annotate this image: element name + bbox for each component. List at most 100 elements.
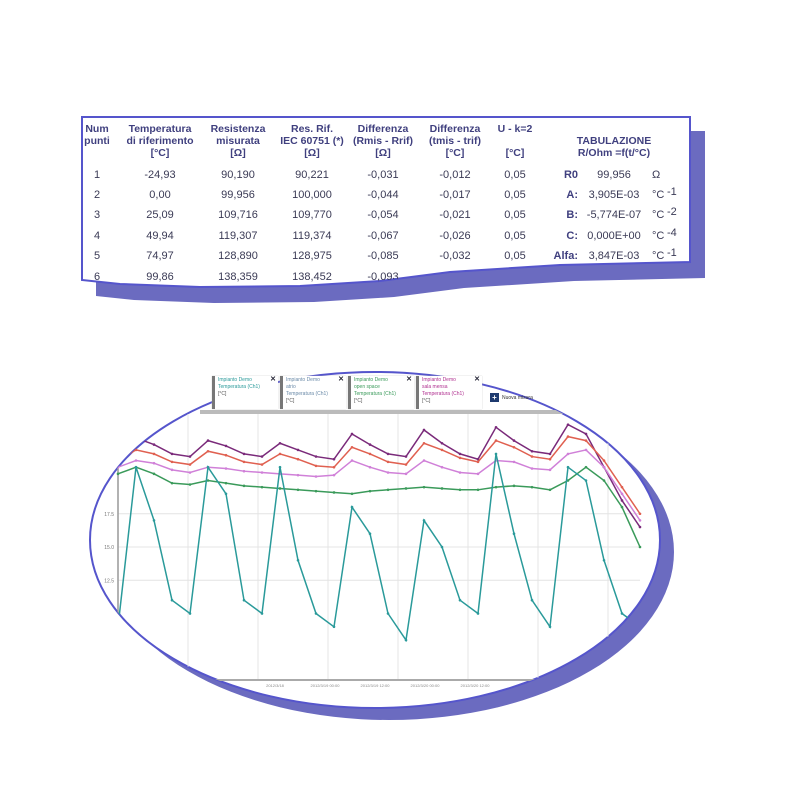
- data-point: [368, 452, 372, 456]
- column-header: Differenza: [429, 123, 481, 135]
- legend-item[interactable]: ✕ Impianto Demo atrio Temperatura (Ch1) …: [280, 376, 346, 409]
- data-point: [422, 441, 426, 445]
- x-tick-label: 2012/3/18: [266, 683, 285, 688]
- data-point: [242, 484, 246, 488]
- close-icon[interactable]: ✕: [270, 376, 276, 383]
- column-header: [°C]: [445, 147, 465, 159]
- table-cell: 0,05: [504, 250, 526, 262]
- data-point: [188, 612, 192, 615]
- coefficient-unit: °C: [652, 189, 665, 201]
- data-point: [152, 443, 156, 446]
- data-point: [512, 445, 516, 449]
- data-point: [278, 441, 282, 445]
- close-icon[interactable]: ✕: [474, 376, 480, 383]
- table-cell: 90,190: [221, 169, 255, 181]
- column-header: Resistenza: [210, 123, 266, 135]
- data-point: [584, 448, 588, 452]
- data-point: [152, 472, 156, 476]
- y-tick-label: 12.5: [104, 578, 114, 584]
- data-point: [170, 460, 174, 464]
- new-measure-button[interactable]: + Nuova misura: [490, 393, 533, 402]
- data-point: [476, 612, 480, 615]
- data-point: [566, 423, 570, 426]
- table-cell: 4: [93, 230, 101, 242]
- table-cell: 5: [93, 250, 101, 262]
- column-header: IEC 60751 (*): [280, 135, 344, 147]
- table-cell: -0,017: [439, 189, 471, 201]
- series-line: [117, 449, 641, 521]
- table-cell: 128,890: [218, 250, 258, 262]
- table-cell: 109,770: [292, 209, 332, 221]
- data-point: [188, 471, 192, 474]
- x-tick-label: 2012/3/20 00:00: [411, 683, 441, 688]
- data-point: [350, 432, 354, 436]
- tabulation-title: TABULAZIONE: [576, 135, 652, 147]
- data-point: [620, 485, 624, 489]
- series-line: [117, 435, 641, 515]
- data-point: [440, 487, 444, 490]
- close-icon[interactable]: ✕: [406, 376, 412, 383]
- table-cell: -0,021: [439, 209, 471, 221]
- table-cell: 25,09: [146, 209, 174, 221]
- data-point: [134, 436, 138, 440]
- y-tick-label: 15.0: [104, 545, 114, 551]
- column-header: (Rmis - Rrif): [352, 135, 414, 147]
- data-point: [206, 479, 210, 482]
- legend-item[interactable]: ✕ Impianto Demo Temperatura (Ch1) [°C]: [212, 376, 278, 409]
- data-point: [278, 452, 282, 456]
- chart-frame: [89, 371, 661, 709]
- data-point: [242, 469, 246, 473]
- coefficient-label: A:: [566, 189, 578, 201]
- data-point: [260, 612, 264, 615]
- data-point: [404, 638, 408, 642]
- column-header: U - k=2: [497, 123, 533, 135]
- coefficient-exponent: -1: [667, 247, 677, 259]
- legend-station: Impianto Demo: [422, 377, 456, 383]
- data-point: [260, 455, 264, 458]
- table-cell: 49,94: [146, 230, 174, 242]
- data-point: [512, 460, 516, 464]
- column-header: Differenza: [357, 123, 409, 135]
- data-point: [512, 532, 516, 535]
- data-point: [602, 479, 606, 482]
- legend-item[interactable]: ✕ Impianto Demo open space Temperatura (…: [348, 376, 414, 409]
- data-point: [476, 457, 480, 461]
- coefficient-unit: °C: [652, 230, 665, 242]
- data-point: [368, 443, 372, 446]
- legend-channel: Temperatura (Ch1): [422, 391, 464, 397]
- series-line: [117, 423, 641, 528]
- data-point: [548, 625, 552, 629]
- data-point: [278, 487, 282, 490]
- close-icon[interactable]: ✕: [338, 376, 344, 383]
- data-point: [584, 439, 588, 442]
- table-cell: 99,86: [146, 271, 174, 283]
- data-point: [206, 439, 210, 442]
- data-point: [620, 499, 624, 502]
- column-header: misurata: [216, 135, 260, 147]
- data-point: [422, 459, 426, 462]
- coefficient-value: 3,847E-03: [588, 250, 640, 262]
- data-point: [152, 452, 156, 456]
- data-point: [368, 532, 372, 535]
- data-point: [224, 444, 228, 448]
- data-point: [458, 452, 462, 456]
- table-cell: 138,359: [218, 271, 258, 283]
- data-point: [494, 452, 498, 456]
- data-point: [296, 488, 300, 492]
- data-point: [476, 460, 480, 464]
- data-point: [332, 457, 336, 461]
- data-point: [458, 471, 462, 474]
- table-cell: -0,026: [439, 230, 471, 242]
- data-point: [224, 453, 228, 457]
- data-point: [224, 492, 228, 496]
- data-point: [458, 456, 462, 460]
- data-point: [260, 463, 264, 466]
- data-point: [584, 479, 588, 482]
- data-point: [170, 481, 174, 485]
- data-point: [620, 505, 624, 509]
- data-point: [530, 467, 534, 470]
- legend-item[interactable]: ✕ Impianto Demo sala mensa Temperatura (…: [416, 376, 482, 409]
- data-point: [422, 519, 426, 522]
- data-point: [584, 465, 588, 469]
- data-point: [638, 545, 642, 549]
